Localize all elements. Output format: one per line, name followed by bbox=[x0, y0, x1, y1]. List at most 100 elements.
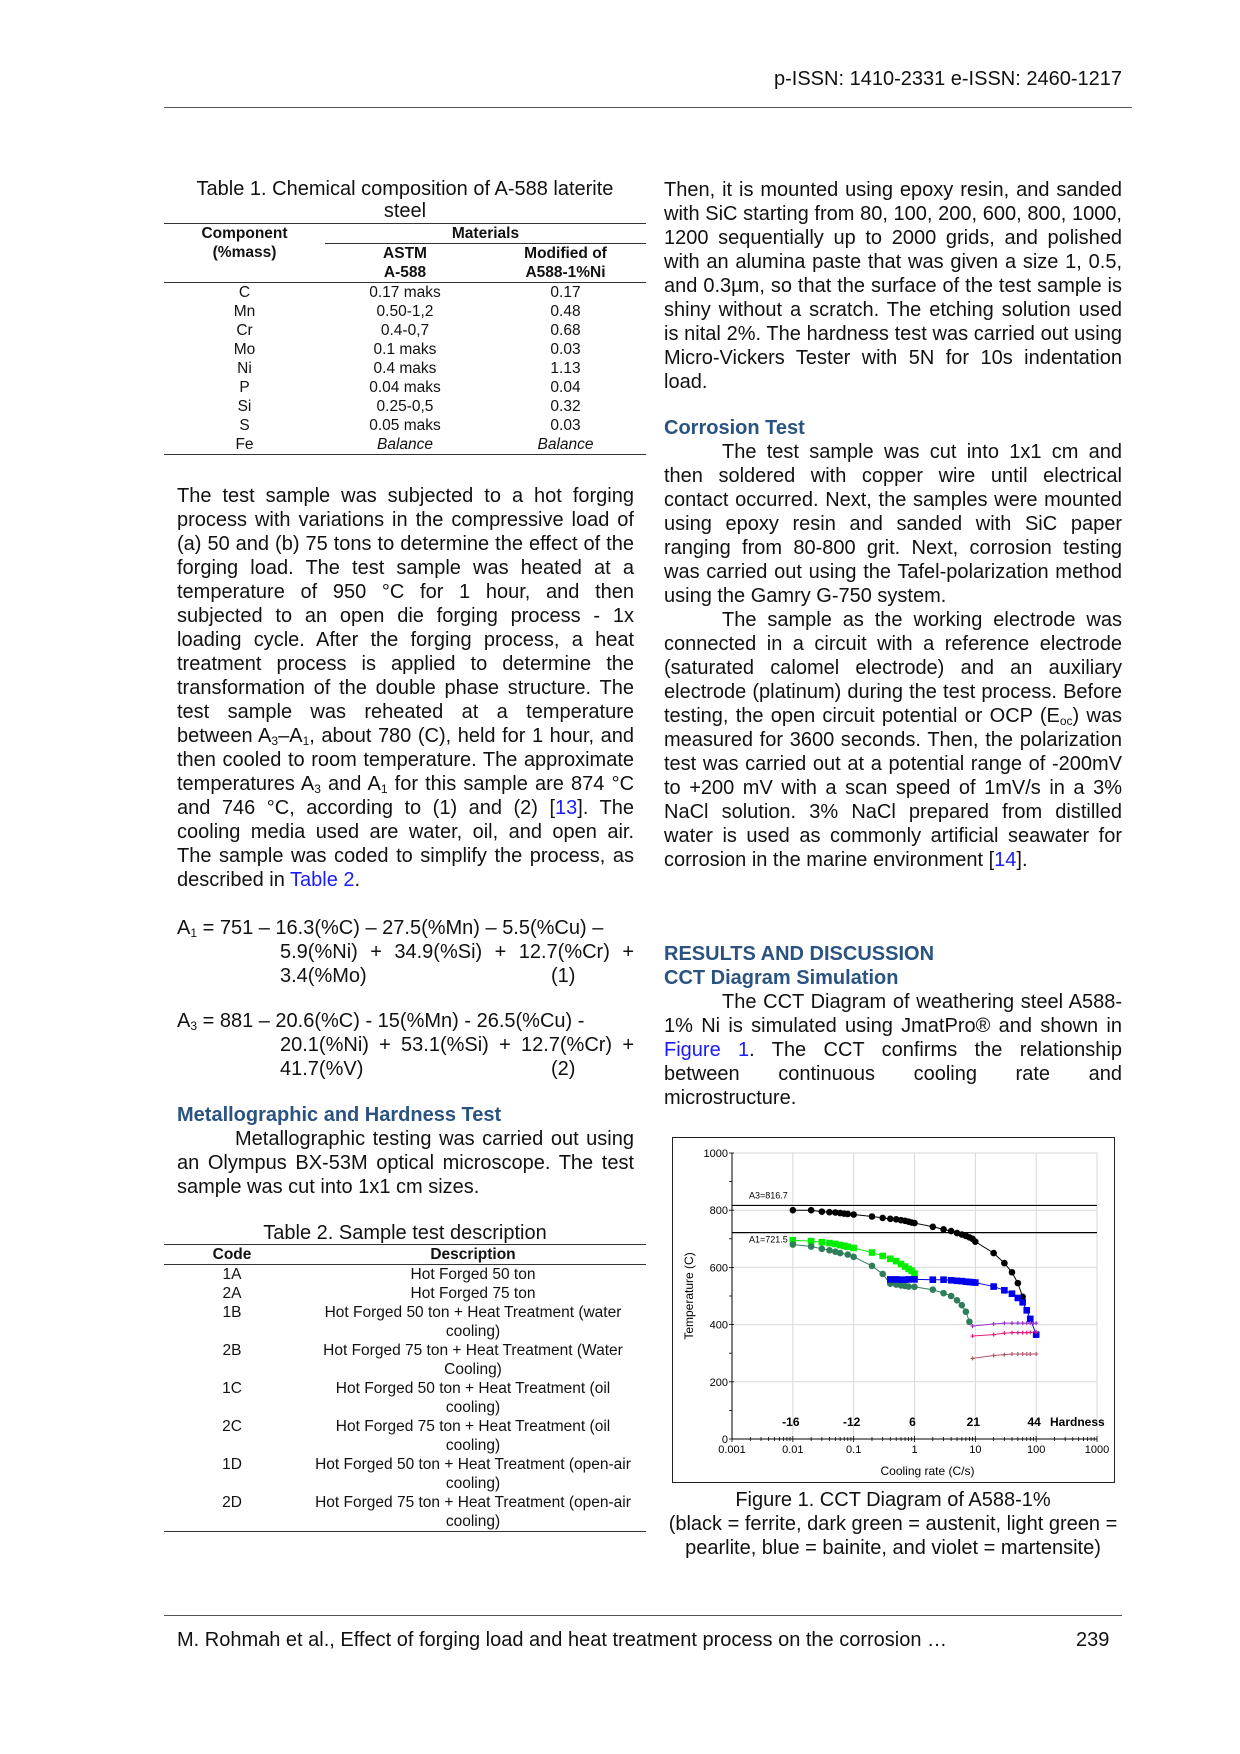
data-point bbox=[1028, 1330, 1033, 1335]
data-point bbox=[1034, 1330, 1039, 1335]
table1-grid: Component (%mass) Materials ASTM A-588 Mod… bbox=[164, 223, 646, 455]
left-paragraph-1: The test sample was subjected to a hot f… bbox=[177, 484, 634, 892]
reference-label: A1=721.5 bbox=[749, 1235, 788, 1245]
data-point bbox=[844, 1210, 852, 1218]
table2-row: 2C Hot Forged 75 ton + Heat Treatment (oi… bbox=[164, 1417, 646, 1455]
table1-cell-astm: 0.05 maks bbox=[369, 417, 441, 434]
data-point bbox=[947, 1227, 955, 1235]
data-point bbox=[911, 1283, 918, 1291]
reference-link[interactable]: 13 bbox=[555, 797, 578, 819]
table1-row: Mn 0.50-1,2 0.48 bbox=[164, 302, 646, 321]
subscript: 3 bbox=[314, 782, 321, 796]
footer-citation: M. Rohmah et al., Effect of forging load… bbox=[177, 1629, 948, 1651]
heading-cct: CCT Diagram Simulation bbox=[664, 967, 899, 989]
table2-code: 2C bbox=[222, 1418, 242, 1435]
data-point bbox=[1020, 1330, 1025, 1335]
x-tick-label: 0.001 bbox=[718, 1444, 746, 1456]
data-point bbox=[1028, 1352, 1033, 1357]
data-point bbox=[1015, 1321, 1020, 1326]
table1-cell-c: S bbox=[239, 417, 250, 434]
th-component: Component bbox=[201, 225, 288, 242]
text-segment: for this sample are 874 °C and 746 °C, a… bbox=[177, 773, 635, 819]
data-point bbox=[886, 1215, 894, 1223]
reference-link[interactable]: Figure 1 bbox=[664, 1039, 750, 1061]
data-point bbox=[1008, 1268, 1016, 1276]
x-tick-label: 1000 bbox=[1085, 1444, 1109, 1456]
hardness-label: -16 bbox=[782, 1415, 800, 1429]
heading-corrosion-test: Corrosion Test bbox=[664, 417, 805, 439]
footer-rule bbox=[164, 1615, 1122, 1616]
data-point bbox=[991, 1322, 996, 1327]
table1-cell-astm: 0.1 maks bbox=[373, 341, 437, 358]
data-point bbox=[940, 1226, 947, 1233]
cct-paragraph: The CCT Diagram of weathering steel A588… bbox=[664, 990, 1122, 1110]
table1-cell-mod: 0.32 bbox=[550, 398, 581, 415]
table1-cell-astm: Balance bbox=[376, 436, 433, 453]
data-point bbox=[1002, 1321, 1007, 1326]
corrosion-paragraphs: The test sample was cut into 1x1 cm and … bbox=[664, 440, 1122, 872]
eq1-lhs: A bbox=[177, 917, 191, 939]
table2-description: Hot Forged 75 ton + Heat Treatment (Wate… bbox=[323, 1342, 623, 1378]
text-segment: The test sample was subjected to a hot f… bbox=[177, 485, 634, 747]
data-point bbox=[897, 1276, 905, 1283]
table1-row: S 0.05 maks 0.03 bbox=[164, 416, 646, 435]
table2-description: Hot Forged 50 ton + Heat Treatment (wate… bbox=[324, 1304, 622, 1340]
table2-code: 2A bbox=[222, 1285, 242, 1302]
data-point bbox=[850, 1253, 857, 1261]
heading-results: RESULTS AND DISCUSSION bbox=[664, 943, 935, 965]
page-number: 239 bbox=[1076, 1629, 1110, 1651]
hardness-label: 44 bbox=[1027, 1415, 1041, 1429]
data-point bbox=[1023, 1307, 1031, 1314]
heading-metallographic: Metallographic and Hardness Test bbox=[177, 1104, 502, 1126]
eq1-line3: 3.4(%Mo) bbox=[280, 965, 367, 987]
data-point bbox=[1009, 1330, 1014, 1335]
table2-row: 1A Hot Forged 50 ton bbox=[164, 1265, 646, 1285]
reference-link[interactable]: 14 bbox=[994, 849, 1017, 871]
x-axis-label: Cooling rate (C/s) bbox=[880, 1464, 974, 1478]
table1-cell-c: Cr bbox=[236, 322, 253, 339]
eq2-lhs: A bbox=[177, 1010, 191, 1032]
table2-code: 2D bbox=[222, 1494, 242, 1511]
data-point bbox=[886, 1255, 894, 1263]
data-point bbox=[990, 1283, 997, 1290]
th-astm-2: A-588 bbox=[383, 264, 427, 281]
data-point bbox=[832, 1209, 839, 1216]
data-point bbox=[929, 1286, 937, 1294]
data-point bbox=[879, 1214, 886, 1222]
data-point bbox=[844, 1243, 852, 1251]
eq2-line3: 41.7(%V) bbox=[280, 1058, 364, 1080]
table2-description: Hot Forged 50 ton + Heat Treatment (open… bbox=[315, 1456, 631, 1492]
table1-cell-mod: 0.68 bbox=[550, 322, 581, 339]
data-point bbox=[1024, 1330, 1029, 1335]
table1-cell-c: Fe bbox=[235, 436, 254, 453]
data-point bbox=[826, 1239, 833, 1247]
subscript: 1 bbox=[302, 734, 310, 748]
eq1-line2: 5.9(%Ni) + 34.9(%Si) + 12.7(%Cr) + bbox=[280, 941, 634, 963]
header-rule bbox=[164, 107, 1132, 108]
eq2-number: (2) bbox=[551, 1058, 576, 1080]
table1-cell-mod: 0.03 bbox=[550, 417, 581, 434]
y-tick-label: 0 bbox=[722, 1434, 728, 1446]
th-materials: Materials bbox=[325, 223, 646, 244]
metallographic-text: Metallographic testing was carried out u… bbox=[177, 1128, 634, 1198]
table1-title: Table 1. Chemical composition of A-588 l… bbox=[196, 178, 614, 222]
data-point bbox=[892, 1257, 900, 1265]
data-point bbox=[868, 1262, 876, 1270]
data-point bbox=[826, 1208, 833, 1216]
reference-link[interactable]: Table 2 bbox=[290, 869, 355, 891]
data-point bbox=[840, 1242, 848, 1250]
data-point bbox=[1002, 1331, 1007, 1336]
th-modified: Modified of bbox=[524, 245, 607, 262]
data-point bbox=[844, 1251, 852, 1258]
table1-cell-mod: Balance bbox=[537, 436, 594, 453]
th-code: Code bbox=[212, 1246, 252, 1263]
metallographic-paragraph: Metallographic testing was carried out u… bbox=[177, 1127, 634, 1199]
data-point bbox=[970, 1324, 975, 1329]
table2-description: Hot Forged 75 ton bbox=[410, 1285, 536, 1302]
corrosion-text-1: The test sample was cut into 1x1 cm and … bbox=[664, 441, 1122, 607]
data-point bbox=[789, 1206, 797, 1214]
y-axis-label: Temperature (C) bbox=[682, 1252, 696, 1339]
data-point bbox=[850, 1211, 857, 1218]
table2-description: Hot Forged 50 ton + Heat Treatment (oil … bbox=[335, 1380, 611, 1416]
table1-cell-astm: 0.4-0,7 bbox=[380, 322, 430, 339]
